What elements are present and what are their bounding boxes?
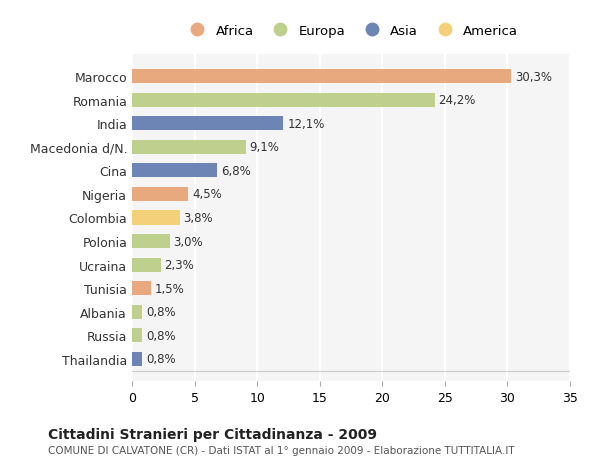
Text: 1,5%: 1,5% [155,282,184,295]
Bar [132,187,188,202]
Text: 4,5%: 4,5% [192,188,222,201]
Bar [132,93,435,107]
Bar [132,329,142,343]
Bar [132,235,170,249]
Bar [132,352,142,366]
Bar [132,281,151,296]
Text: COMUNE DI CALVATONE (CR) - Dati ISTAT al 1° gennaio 2009 - Elaborazione TUTTITAL: COMUNE DI CALVATONE (CR) - Dati ISTAT al… [48,445,515,455]
Text: 3,8%: 3,8% [184,212,213,224]
Text: 12,1%: 12,1% [287,118,325,130]
Text: 0,8%: 0,8% [146,353,175,365]
Bar [132,164,217,178]
Text: 24,2%: 24,2% [439,94,476,107]
Text: 3,0%: 3,0% [173,235,203,248]
Bar [132,211,179,225]
Bar [132,70,511,84]
Bar [132,140,246,155]
Text: 6,8%: 6,8% [221,164,251,178]
Legend: Africa, Europa, Asia, America: Africa, Europa, Asia, America [179,19,523,43]
Text: 2,3%: 2,3% [164,258,194,272]
Text: 30,3%: 30,3% [515,71,552,84]
Text: 0,8%: 0,8% [146,329,175,342]
Text: 0,8%: 0,8% [146,306,175,319]
Text: 9,1%: 9,1% [250,141,280,154]
Text: Cittadini Stranieri per Cittadinanza - 2009: Cittadini Stranieri per Cittadinanza - 2… [48,427,377,441]
Bar [132,258,161,272]
Bar [132,305,142,319]
Bar [132,117,283,131]
